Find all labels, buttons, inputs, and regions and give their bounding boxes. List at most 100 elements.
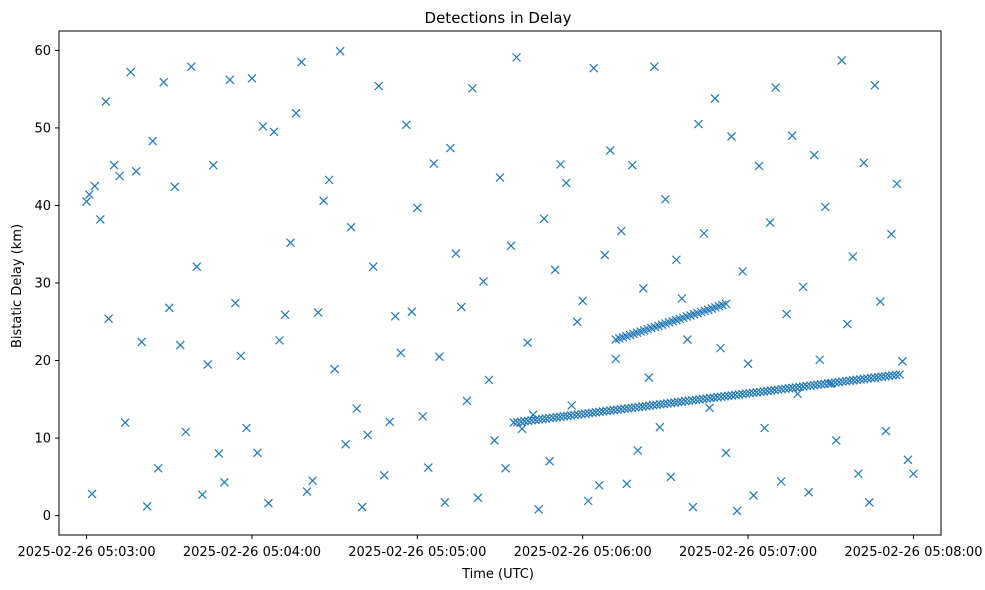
track-point — [745, 388, 755, 398]
data-point — [264, 498, 273, 508]
track-point — [716, 392, 726, 402]
plot-background — [59, 31, 941, 535]
data-point — [820, 202, 830, 212]
data-point — [242, 423, 251, 433]
track-point — [880, 371, 890, 381]
y-tick-label: 30 — [34, 277, 51, 292]
track-point — [734, 390, 744, 399]
track-point — [798, 382, 808, 391]
data-point — [225, 75, 235, 85]
data-point — [666, 472, 676, 482]
data-point — [903, 455, 913, 465]
data-point — [258, 121, 268, 131]
data-point — [627, 160, 637, 170]
y-tick-label: 0 — [43, 509, 51, 524]
data-point — [214, 449, 224, 459]
track-point — [698, 394, 708, 404]
data-point — [655, 422, 665, 432]
data-point — [622, 479, 632, 489]
data-point — [870, 80, 880, 90]
data-point — [815, 355, 825, 365]
track-point — [652, 400, 662, 410]
data-point — [186, 62, 196, 72]
track-point — [859, 374, 869, 384]
data-point — [660, 194, 670, 204]
x-axis-label: Time (UTC) — [461, 567, 534, 582]
data-point — [716, 343, 725, 353]
data-point — [892, 179, 902, 189]
track-point — [895, 370, 905, 379]
track-point — [705, 393, 715, 403]
data-point — [197, 490, 207, 500]
data-point — [572, 317, 582, 327]
data-point — [600, 250, 610, 260]
track-point — [873, 372, 883, 382]
track-point — [713, 392, 722, 402]
data-point — [230, 298, 240, 308]
data-point — [848, 252, 858, 262]
data-point — [181, 427, 191, 437]
data-point — [732, 506, 742, 516]
y-tick-label: 40 — [34, 199, 51, 214]
data-point — [286, 238, 295, 248]
track-point — [598, 407, 608, 416]
track-point — [555, 412, 565, 422]
data-point — [456, 302, 466, 312]
data-point — [853, 469, 863, 479]
track-point — [813, 380, 822, 390]
data-point — [578, 296, 588, 306]
track-point — [730, 390, 740, 400]
data-point — [583, 496, 593, 506]
data-point — [638, 284, 648, 293]
data-point — [390, 311, 400, 321]
data-point — [291, 108, 301, 118]
data-point — [837, 56, 847, 65]
data-point — [468, 83, 477, 93]
track-point — [702, 394, 712, 403]
data-point — [423, 463, 433, 472]
data-point — [445, 143, 455, 153]
data-point — [771, 83, 781, 93]
track-point — [805, 381, 815, 391]
data-point — [694, 119, 703, 129]
data-point — [864, 498, 874, 507]
data-point — [831, 435, 841, 445]
data-point — [192, 262, 202, 272]
track-point — [848, 375, 858, 385]
track-point — [855, 374, 865, 384]
track-point — [845, 376, 855, 386]
data-point — [115, 171, 125, 181]
data-point — [247, 73, 257, 83]
data-point — [567, 401, 577, 410]
track-point — [530, 415, 540, 425]
track-point — [827, 378, 837, 388]
data-point — [605, 145, 615, 155]
data-point — [208, 160, 218, 170]
y-tick-label: 50 — [34, 121, 51, 136]
data-point — [710, 94, 720, 103]
y-axis: 0 10 20 30 40 50 60 — [34, 44, 59, 524]
data-point — [120, 418, 130, 427]
data-point — [385, 417, 395, 427]
track-point — [627, 403, 637, 413]
data-point — [104, 314, 114, 324]
data-point — [324, 175, 334, 185]
data-point — [523, 338, 532, 348]
track-point — [773, 385, 783, 395]
track-point — [891, 370, 901, 380]
data-points — [82, 46, 918, 516]
track-point — [545, 413, 554, 423]
track-point — [523, 416, 533, 426]
track-point — [616, 404, 626, 414]
data-point — [451, 249, 461, 258]
track-point — [673, 397, 683, 407]
data-point — [809, 150, 819, 160]
track-point — [612, 405, 622, 415]
track-point — [637, 402, 647, 411]
data-point — [721, 448, 731, 458]
data-point — [153, 463, 163, 473]
x-tick-label: 2025-02-26 05:08:00 — [844, 545, 982, 560]
track-point — [877, 372, 887, 382]
data-point — [798, 282, 808, 292]
